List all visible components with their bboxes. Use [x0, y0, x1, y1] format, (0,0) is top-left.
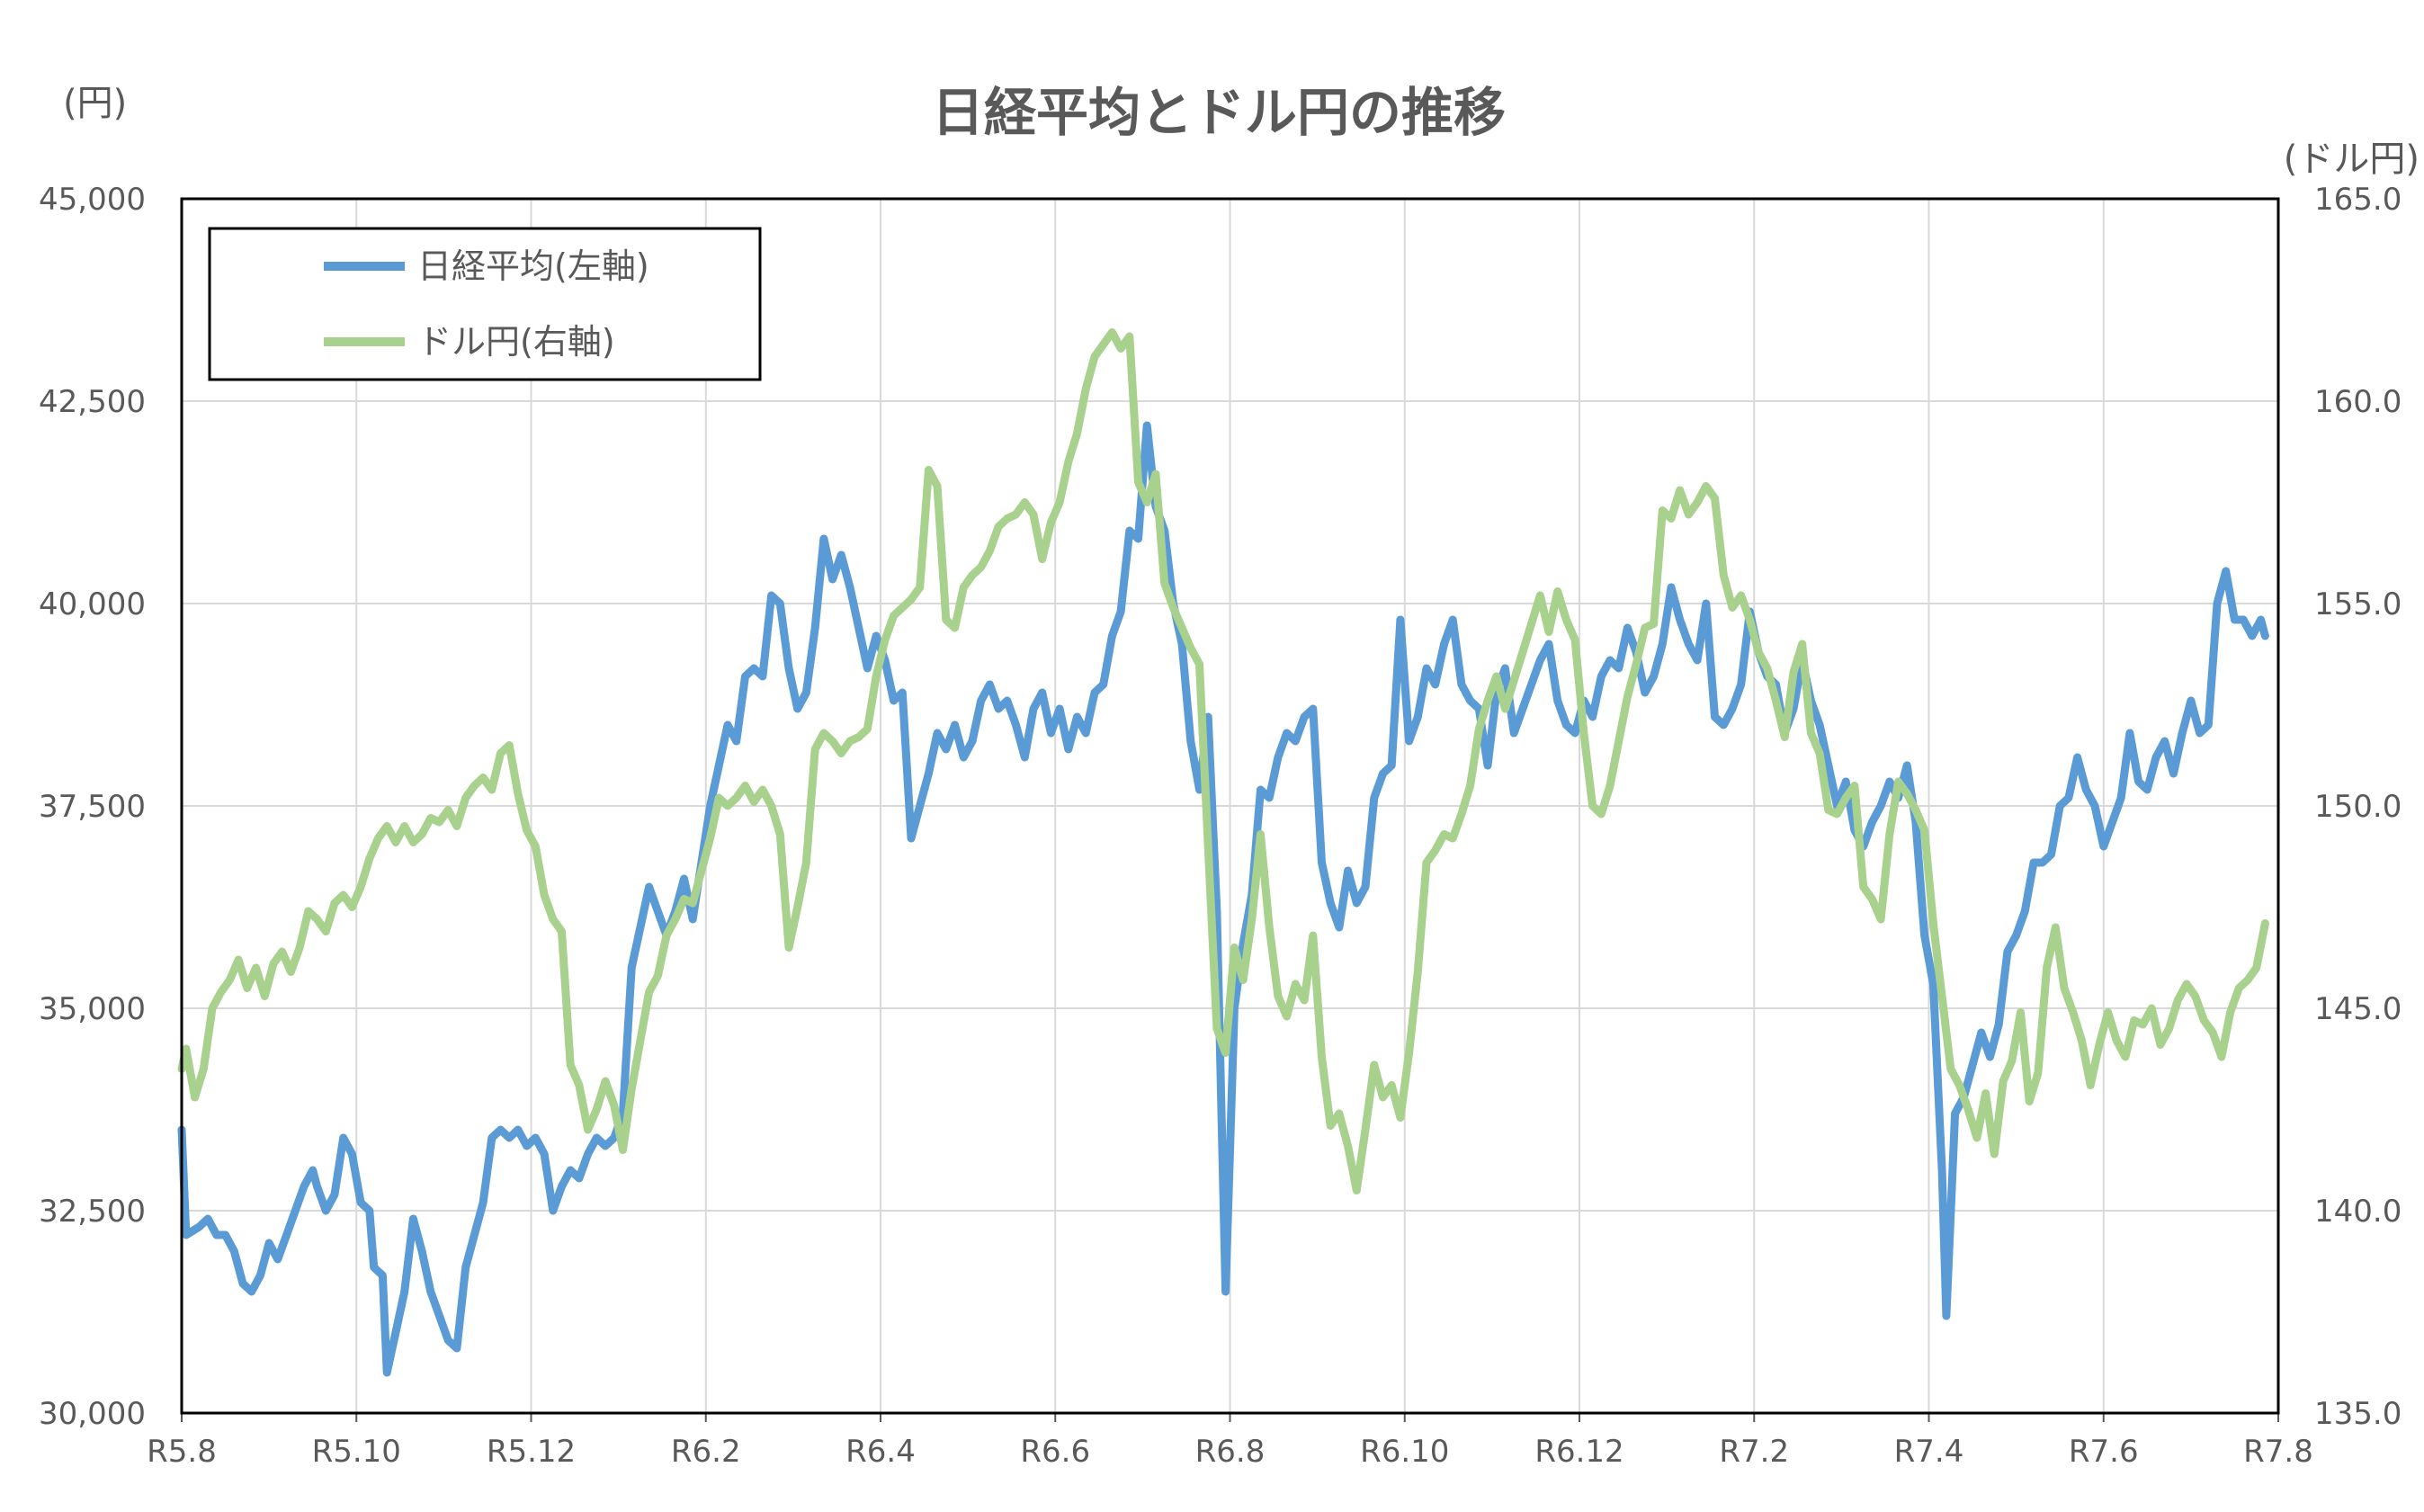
- x-tick-label: R6.12: [1534, 1434, 1623, 1470]
- left-axis-unit-label: (円): [63, 83, 127, 124]
- right-tick-label: 155.0: [2314, 586, 2402, 622]
- left-tick-label: 42,500: [39, 384, 146, 420]
- right-tick-label: 145.0: [2314, 991, 2402, 1027]
- right-axis-unit-label: (ドル円): [2284, 139, 2420, 180]
- left-axis-ticks: 30,000 32,500 35,000 37,500 40,000 42,500 45,0…: [39, 182, 146, 1432]
- left-tick-label: 32,500: [39, 1194, 146, 1230]
- x-axis-ticks: R5.8 R5.10 R5.12 R6.2 R6.4 R6.6 R6.8 R6.10 R6.12…: [147, 1413, 2313, 1470]
- x-tick-label: R5.8: [147, 1434, 217, 1470]
- x-tick-label: R6.6: [1020, 1434, 1090, 1470]
- right-axis-ticks: 135.0 140.0 145.0 150.0 155.0 160.0 165.0: [2314, 182, 2402, 1432]
- x-tick-label: R6.4: [845, 1434, 916, 1470]
- x-tick-label: R7.8: [2243, 1434, 2313, 1470]
- series-group: [177, 328, 2269, 1377]
- left-tick-label: 45,000: [39, 182, 146, 218]
- series-line-usdjpy: [177, 328, 2269, 1194]
- plot-area-border: [180, 197, 2280, 1415]
- legend-box: [208, 227, 762, 381]
- x-tick-label: R5.12: [487, 1434, 576, 1470]
- series-line-nikkei: [177, 421, 2269, 1377]
- x-tick-label: R7.4: [1894, 1434, 1964, 1470]
- right-tick-label: 140.0: [2314, 1194, 2402, 1230]
- x-tick-label: R6.10: [1360, 1434, 1449, 1470]
- x-tick-label: R5.10: [312, 1434, 401, 1470]
- left-tick-label: 30,000: [39, 1396, 146, 1432]
- right-tick-label: 160.0: [2314, 384, 2402, 420]
- right-tick-label: 165.0: [2314, 182, 2402, 218]
- left-tick-label: 35,000: [39, 991, 146, 1027]
- chart-title: 日経平均とドル円の推移: [932, 82, 1506, 143]
- legend-label-nikkei: 日経平均(左軸): [417, 246, 649, 286]
- left-tick-label: 37,500: [39, 789, 146, 825]
- right-tick-label: 150.0: [2314, 789, 2402, 825]
- x-tick-label: R7.2: [1719, 1434, 1789, 1470]
- left-tick-label: 40,000: [39, 586, 146, 622]
- legend: 日経平均(左軸) ドル円(右軸): [208, 227, 762, 381]
- x-tick-label: R6.8: [1195, 1434, 1266, 1470]
- x-tick-label: R7.6: [2069, 1434, 2139, 1470]
- x-tick-label: R6.2: [671, 1434, 741, 1470]
- legend-label-usdjpy: ドル円(右軸): [417, 322, 615, 362]
- right-tick-label: 135.0: [2314, 1396, 2402, 1432]
